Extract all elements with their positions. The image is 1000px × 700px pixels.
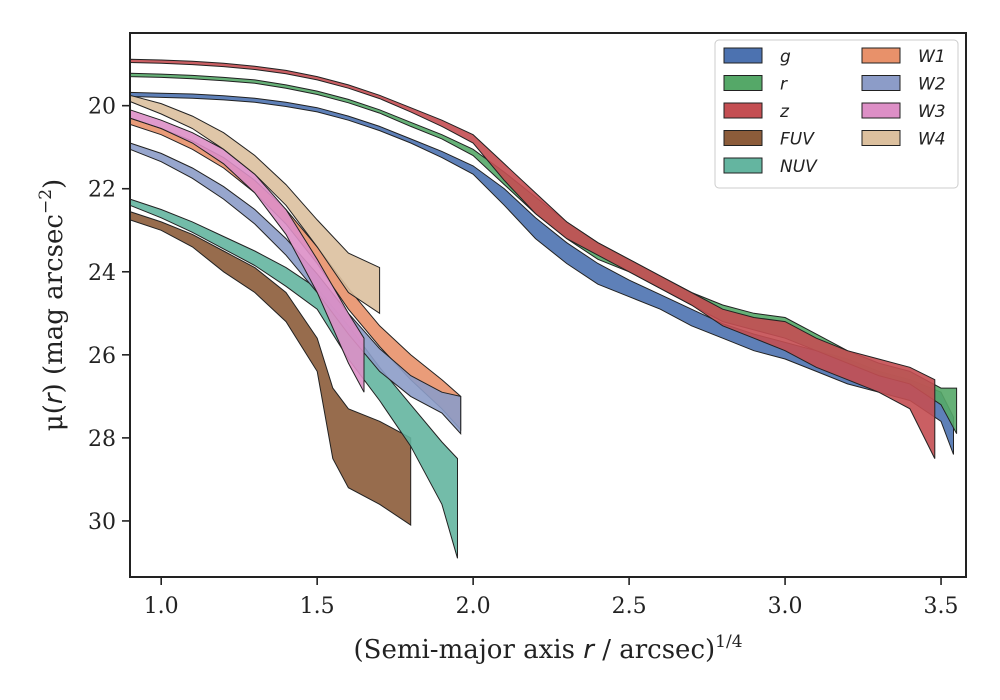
band-z	[129, 58, 936, 459]
band-r	[129, 72, 958, 434]
x-tick-label: 2.0	[456, 594, 491, 619]
legend-swatch-FUV	[723, 130, 763, 146]
legend: grz FUV NUV W1 W2 W3 W4	[714, 39, 959, 189]
legend-label-NUV: NUV	[780, 157, 818, 177]
band-g	[129, 91, 954, 455]
y-tick-label: 28	[88, 427, 116, 452]
legend-label-W3: W3	[918, 102, 946, 122]
plot-frame	[129, 32, 967, 578]
y-tick-label: 26	[88, 344, 116, 369]
y-axis-ticks: 20 22 24 26 28 30	[88, 95, 130, 535]
legend-label-W2: W2	[918, 75, 946, 95]
legend-label-W1: W1	[918, 47, 946, 67]
y-tick-label: 22	[88, 178, 116, 203]
legend-swatch-NUV	[723, 157, 763, 174]
band-NUV	[129, 198, 458, 559]
series-bands	[129, 58, 958, 559]
legend-swatch-r	[723, 75, 763, 91]
legend-label-g: g	[780, 47, 791, 67]
legend-swatch-W1	[861, 47, 901, 64]
legend-swatch-z	[723, 102, 763, 119]
x-tick-label: 2.5	[612, 594, 647, 619]
legend-swatch-W4	[861, 130, 901, 146]
x-tick-label: 1.0	[144, 594, 179, 619]
y-tick-label: 20	[88, 95, 116, 120]
legend-swatch-g	[723, 47, 763, 64]
band-W2	[129, 142, 462, 435]
legend-swatch-W3	[861, 102, 901, 119]
band-FUV	[129, 210, 412, 527]
x-tick-label: 1.5	[300, 594, 335, 619]
y-tick-label: 30	[88, 510, 116, 535]
y-tick-label: 24	[88, 261, 116, 286]
x-axis-label: (Semi-major axis r / arcsec)1/4	[353, 632, 742, 665]
x-tick-label: 3.0	[768, 594, 803, 619]
legend-label-FUV: FUV	[780, 130, 815, 150]
x-axis-ticks: 1.0 1.5 2.0 2.5 3.0 3.5	[144, 577, 959, 619]
legend-label-r: r	[780, 75, 788, 95]
y-axis-label: μ(r) (mag arcsec−2)	[36, 179, 69, 431]
x-tick-label: 3.5	[924, 594, 959, 619]
band-W4	[129, 94, 381, 315]
legend-label-z: z	[779, 102, 790, 122]
legend-label-W4: W4	[918, 130, 946, 150]
legend-swatch-W2	[861, 75, 901, 91]
